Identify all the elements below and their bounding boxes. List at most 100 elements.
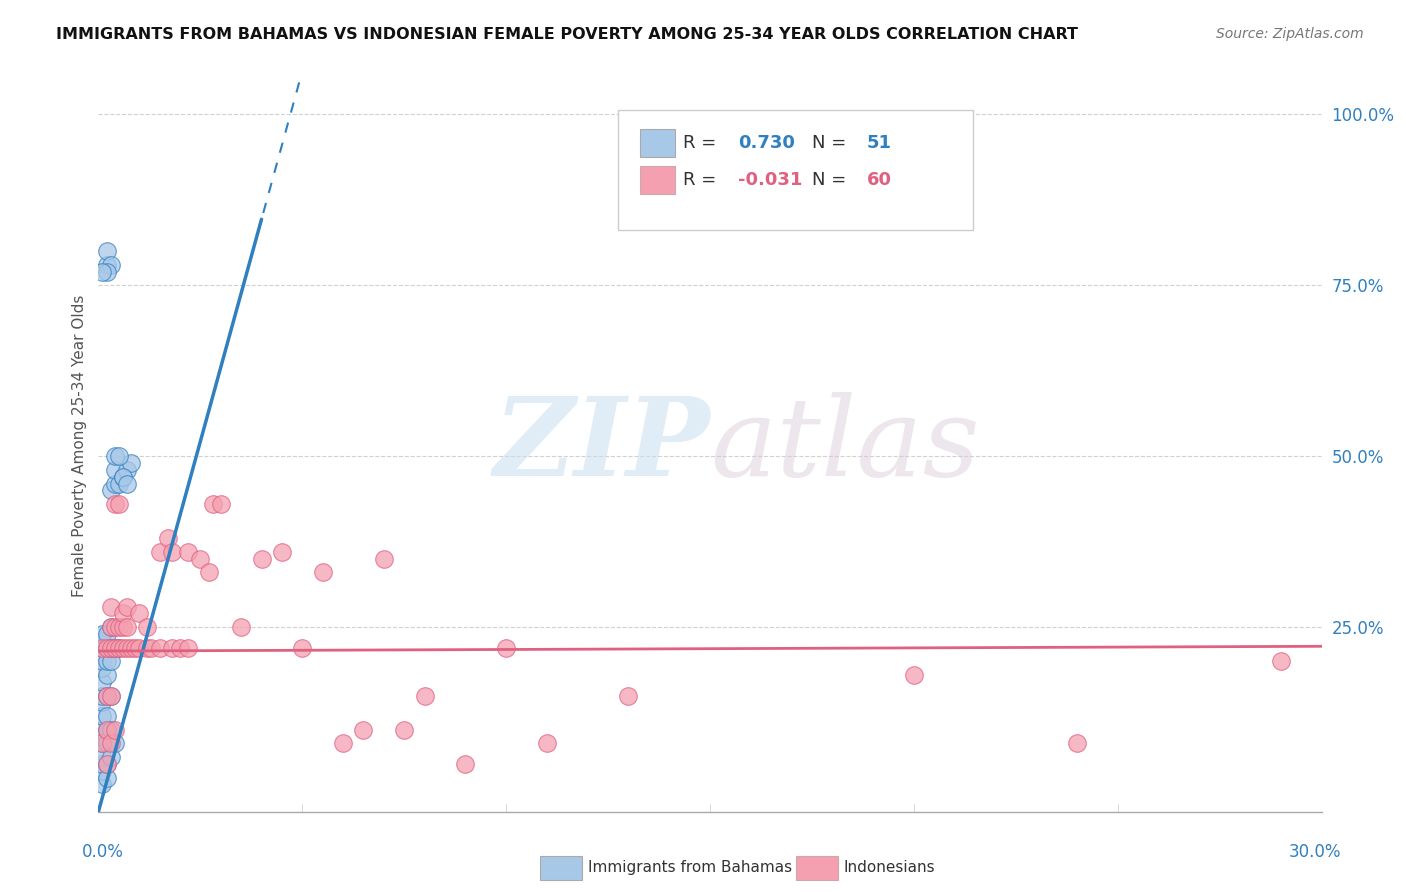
Point [91, 764, 114, 778]
Text: N =: N = [811, 134, 852, 153]
Bar [640, 129, 675, 157]
Point [141, 640, 163, 655]
Point [96, 640, 118, 655]
Point [96, 640, 118, 655]
Point [91, 730, 114, 744]
Point [104, 497, 127, 511]
Point [91, 750, 114, 764]
Point [124, 640, 146, 655]
Point [96, 244, 118, 259]
Point [115, 463, 138, 477]
Point [108, 476, 131, 491]
Point [149, 545, 172, 559]
Point [111, 469, 134, 483]
Point [160, 545, 183, 559]
FancyBboxPatch shape [619, 110, 973, 230]
Text: Indonesians: Indonesians [844, 860, 935, 874]
Text: Immigrants from Bahamas: Immigrants from Bahamas [588, 860, 792, 874]
Point [111, 469, 134, 483]
Point [91, 661, 114, 675]
Text: 60: 60 [866, 170, 891, 189]
Point [91, 695, 114, 709]
Point [100, 620, 122, 634]
Bar [640, 166, 675, 194]
Point [100, 640, 122, 655]
Point [120, 456, 142, 470]
Point [96, 689, 118, 703]
Point [91, 709, 114, 723]
Point [104, 640, 127, 655]
Point [177, 640, 200, 655]
Text: atlas: atlas [710, 392, 980, 500]
Point [373, 551, 395, 566]
Point [617, 689, 640, 703]
Point [96, 265, 118, 279]
Point [495, 640, 517, 655]
Point [104, 449, 127, 463]
Point [100, 599, 122, 614]
Point [108, 640, 131, 655]
Text: -0.031: -0.031 [738, 170, 803, 189]
Text: ZIP: ZIP [494, 392, 710, 500]
Point [96, 756, 118, 771]
Point [120, 640, 142, 655]
Point [156, 531, 179, 545]
Point [291, 640, 314, 655]
Point [100, 736, 122, 750]
Point [100, 723, 122, 737]
Point [96, 689, 118, 703]
Point [108, 640, 131, 655]
Point [96, 723, 118, 737]
Text: Source: ZipAtlas.com: Source: ZipAtlas.com [1216, 27, 1364, 41]
Point [903, 668, 925, 682]
Point [1066, 736, 1088, 750]
Point [177, 545, 200, 559]
Point [312, 566, 335, 580]
Point [332, 736, 354, 750]
Point [96, 723, 118, 737]
Point [250, 551, 273, 566]
Text: R =: R = [683, 134, 723, 153]
Point [536, 736, 558, 750]
Point [160, 640, 183, 655]
Point [270, 545, 294, 559]
Point [100, 258, 122, 272]
Point [209, 497, 232, 511]
Text: 0.730: 0.730 [738, 134, 794, 153]
Point [100, 654, 122, 668]
Text: 0.0%: 0.0% [82, 843, 124, 861]
Point [111, 607, 134, 621]
Point [91, 723, 114, 737]
Point [96, 654, 118, 668]
Point [96, 771, 118, 785]
Point [104, 723, 127, 737]
Point [108, 620, 131, 634]
Text: R =: R = [683, 170, 723, 189]
Point [100, 689, 122, 703]
Point [104, 476, 127, 491]
Point [201, 497, 224, 511]
Point [108, 449, 131, 463]
Point [96, 627, 118, 641]
Point [136, 640, 159, 655]
Point [91, 736, 114, 750]
Text: 51: 51 [866, 134, 891, 153]
Point [1270, 654, 1292, 668]
Point [108, 497, 131, 511]
Text: N =: N = [811, 170, 852, 189]
Point [100, 483, 122, 498]
Point [115, 620, 138, 634]
Point [104, 620, 127, 634]
Point [454, 756, 477, 771]
Point [96, 668, 118, 682]
Point [188, 551, 212, 566]
Point [413, 689, 436, 703]
Point [91, 633, 114, 648]
Point [197, 566, 219, 580]
Point [96, 736, 118, 750]
Point [91, 736, 114, 750]
Point [91, 640, 114, 655]
Point [231, 620, 253, 634]
Point [91, 756, 114, 771]
Point [111, 620, 134, 634]
